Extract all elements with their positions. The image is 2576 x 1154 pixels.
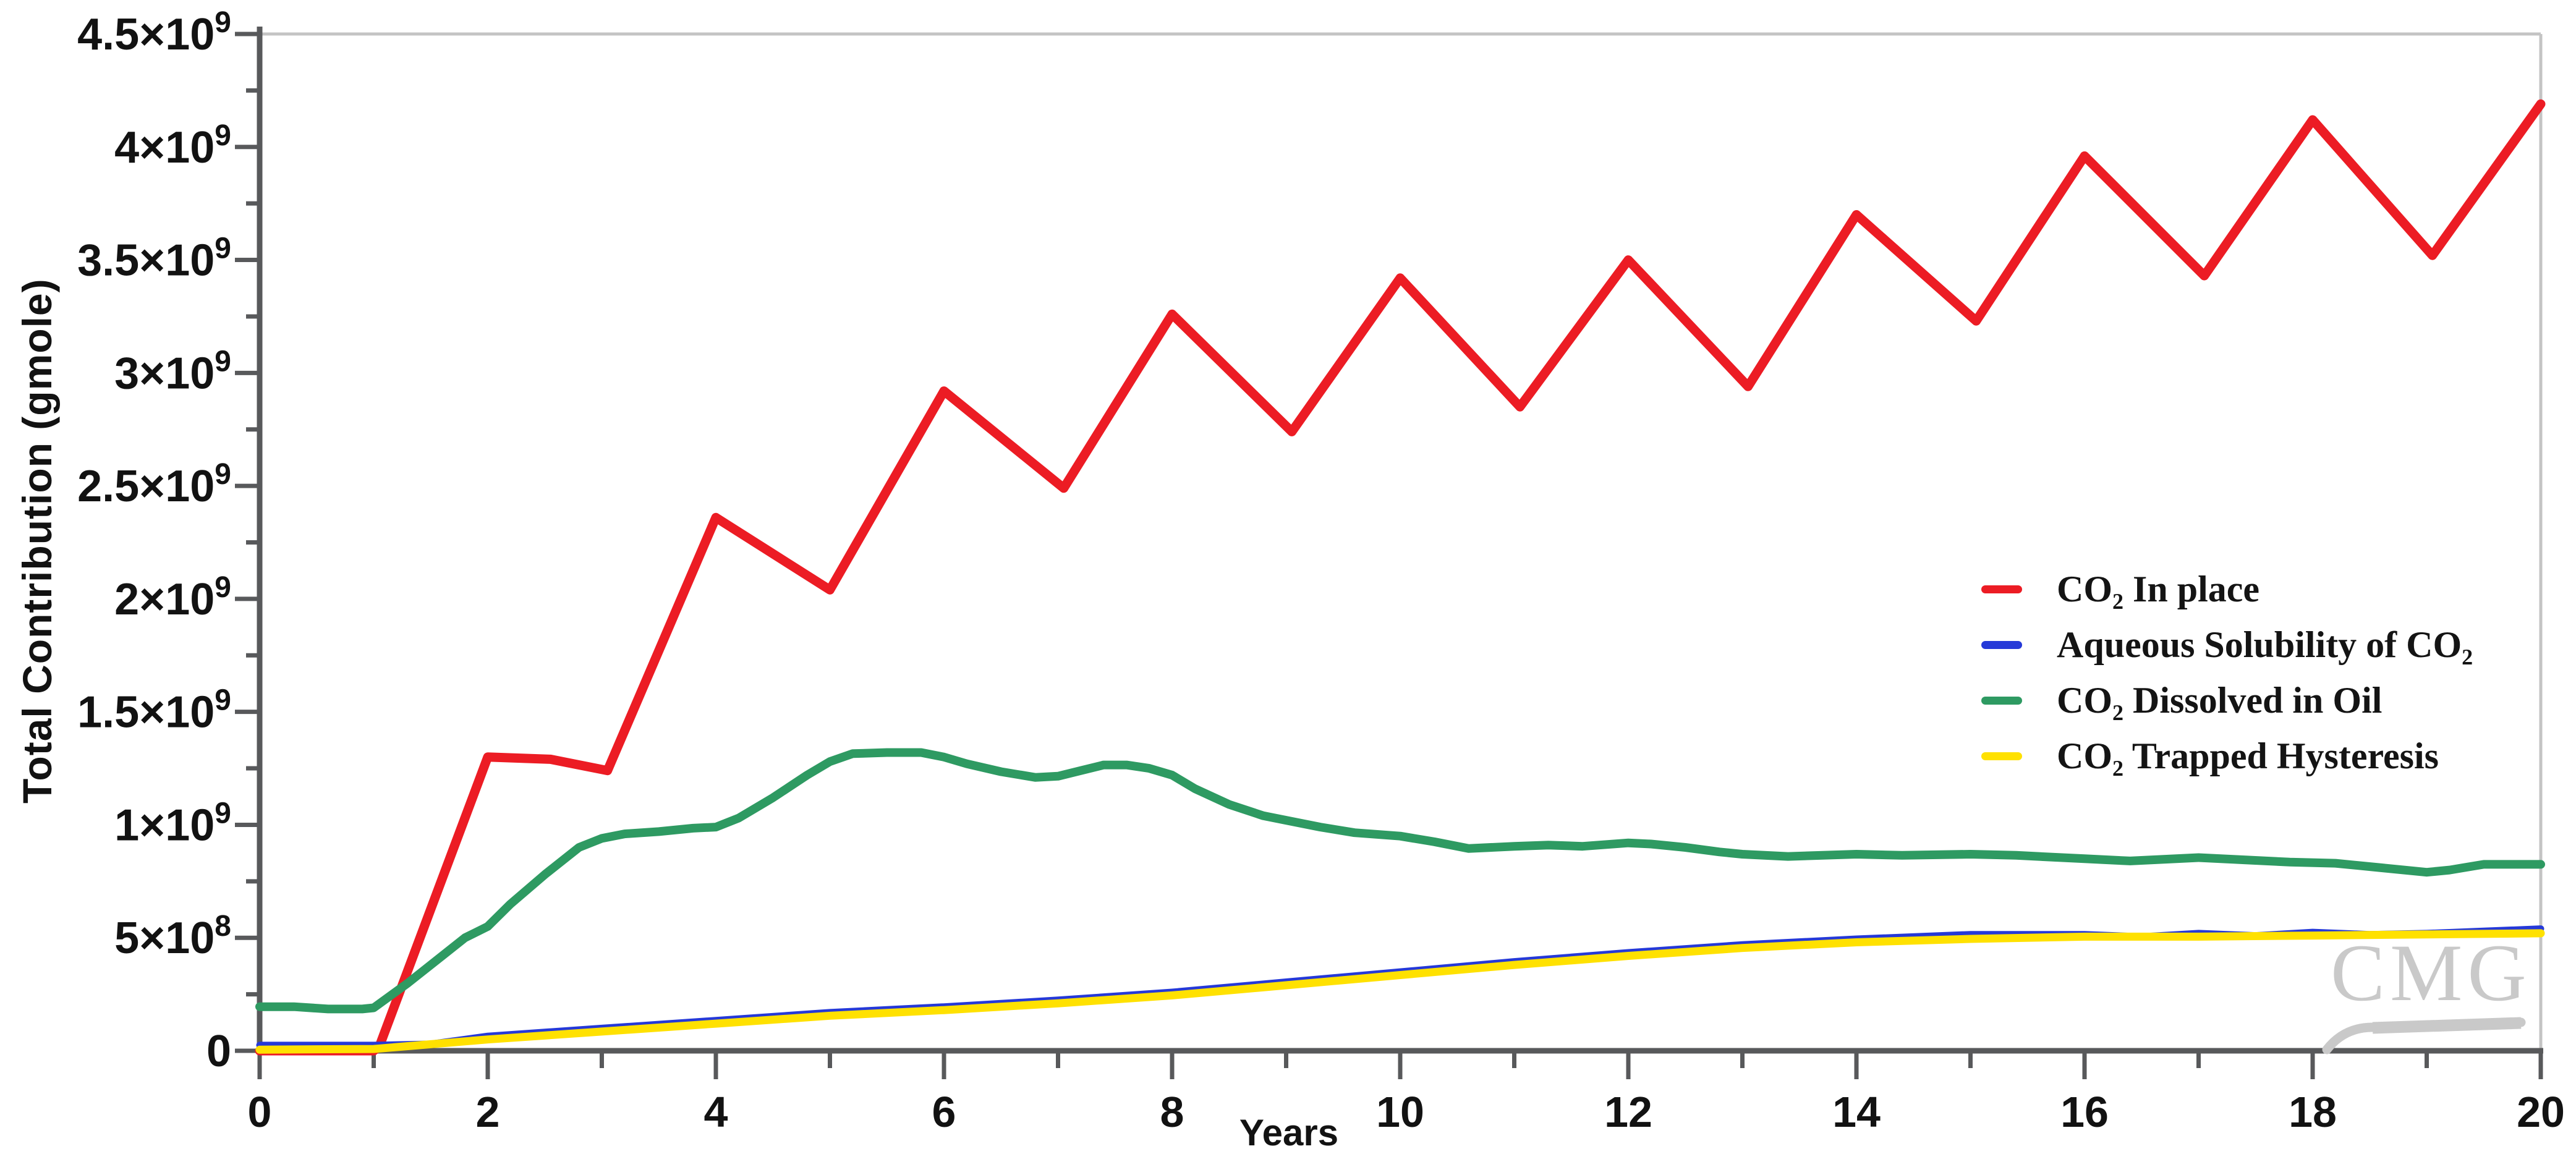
legend-swatch — [1981, 752, 2022, 760]
x-tick-label: 8 — [1160, 1088, 1184, 1136]
legend-label: CO₂ In place — [2057, 569, 2260, 609]
y-tick-label: 1×109 — [114, 797, 231, 850]
legend-swatch — [1981, 585, 2022, 593]
series-line-1 — [255, 99, 2546, 1056]
x-tick-label: 6 — [932, 1088, 956, 1136]
y-axis-title: Total Contribution (gmole) — [14, 278, 60, 804]
legend-item-4: CO₂ Trapped Hysteresis — [1981, 728, 2473, 784]
y-tick-label: 4×109 — [114, 119, 231, 172]
legend-swatch — [1981, 640, 2022, 649]
x-axis-title: Years — [1239, 1112, 1339, 1153]
y-tick-label: 2.5×109 — [77, 458, 231, 511]
y-tick-label: 5×108 — [114, 910, 231, 963]
x-tick-label: 4 — [704, 1088, 728, 1136]
y-tick-label: 4.5×109 — [77, 6, 231, 59]
x-tick-label: 18 — [2289, 1088, 2337, 1136]
x-tick-label: 10 — [1376, 1088, 1424, 1136]
legend-swatch — [1981, 696, 2022, 705]
x-tick-label: 0 — [248, 1088, 272, 1136]
y-tick-label: 1.5×109 — [77, 684, 231, 737]
x-tick-label: 14 — [1832, 1088, 1881, 1136]
legend-label: CO₂ Dissolved in Oil — [2057, 680, 2383, 721]
x-tick-label: 16 — [2060, 1088, 2109, 1136]
legend-item-2: Aqueous Solubility of CO₂ — [1981, 617, 2473, 672]
x-tick-label: 2 — [476, 1088, 500, 1136]
legend-label: Aqueous Solubility of CO₂ — [2057, 624, 2473, 665]
cmg-logo-underline — [2322, 1017, 2526, 1054]
y-tick-label: 3.5×109 — [77, 232, 231, 286]
series-line-3 — [255, 748, 2545, 1014]
legend: CO₂ In place Aqueous Solubility of CO₂ CO₂… — [1981, 561, 2473, 784]
y-tick-label: 2×109 — [114, 571, 231, 624]
x-tick-label: 20 — [2517, 1088, 2565, 1136]
y-tick-label: 3×109 — [114, 345, 231, 398]
legend-item-1: CO₂ In place — [1981, 561, 2473, 617]
series-line-4 — [255, 929, 2545, 1054]
y-tick-label: 0 — [206, 1027, 231, 1076]
x-tick-label: 12 — [1604, 1088, 1652, 1136]
legend-item-3: CO₂ Dissolved in Oil — [1981, 672, 2473, 728]
legend-label: CO₂ Trapped Hysteresis — [2057, 736, 2439, 776]
cmg-logo: CMG — [2331, 927, 2531, 1018]
